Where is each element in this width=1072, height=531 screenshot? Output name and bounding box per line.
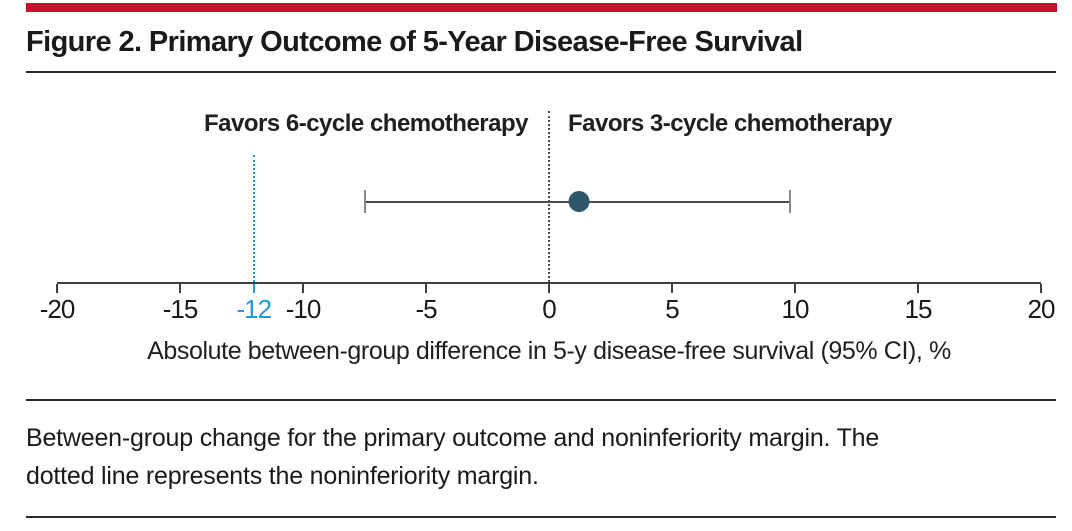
axis-tick — [425, 284, 427, 293]
axis-tick-label: 20 — [1027, 294, 1056, 324]
axis-tick — [548, 284, 550, 293]
favors-right-label: Favors 3-cycle chemotherapy — [568, 110, 893, 137]
bottom-divider — [26, 516, 1056, 518]
axis-tick-label: 0 — [542, 294, 557, 324]
axis-tick — [179, 284, 181, 293]
favors-left-label: Favors 6-cycle chemotherapy — [204, 110, 529, 137]
noninferiority-margin-line — [252, 155, 255, 282]
figure-caption: Between-group change for the primary out… — [26, 419, 1056, 495]
axis-tick-label: -20 — [39, 294, 76, 324]
x-axis-title: Absolute between-group difference in 5-y… — [147, 337, 951, 365]
axis-tick-label: 5 — [665, 294, 680, 324]
point-estimate-marker — [568, 191, 590, 212]
caption-line: dotted line represents the noninferiorit… — [26, 462, 539, 490]
ci-lower-cap — [363, 190, 366, 213]
axis-tick — [671, 284, 673, 293]
axis-tick — [794, 284, 796, 293]
accent-bar — [26, 3, 1057, 12]
caption-divider — [26, 399, 1056, 401]
title-divider — [26, 71, 1056, 73]
axis-tick — [917, 284, 919, 293]
x-axis-line — [57, 282, 1041, 284]
axis-tick-label: 10 — [781, 294, 810, 324]
axis-tick — [1040, 284, 1042, 293]
axis-tick-label: -15 — [162, 294, 199, 324]
noninferiority-margin-label: -12 — [236, 294, 273, 324]
axis-tick-label: -5 — [415, 294, 437, 324]
axis-tick — [56, 284, 58, 293]
reference-line-zero — [548, 111, 550, 282]
caption-line: Between-group change for the primary out… — [26, 424, 880, 452]
axis-tick — [302, 284, 304, 293]
axis-tick-label: -10 — [285, 294, 322, 324]
ci-upper-cap — [789, 190, 792, 213]
figure-title: Figure 2. Primary Outcome of 5-Year Dise… — [26, 26, 803, 58]
axis-tick-label: 15 — [904, 294, 933, 324]
noninferiority-margin-tick — [252, 283, 255, 293]
